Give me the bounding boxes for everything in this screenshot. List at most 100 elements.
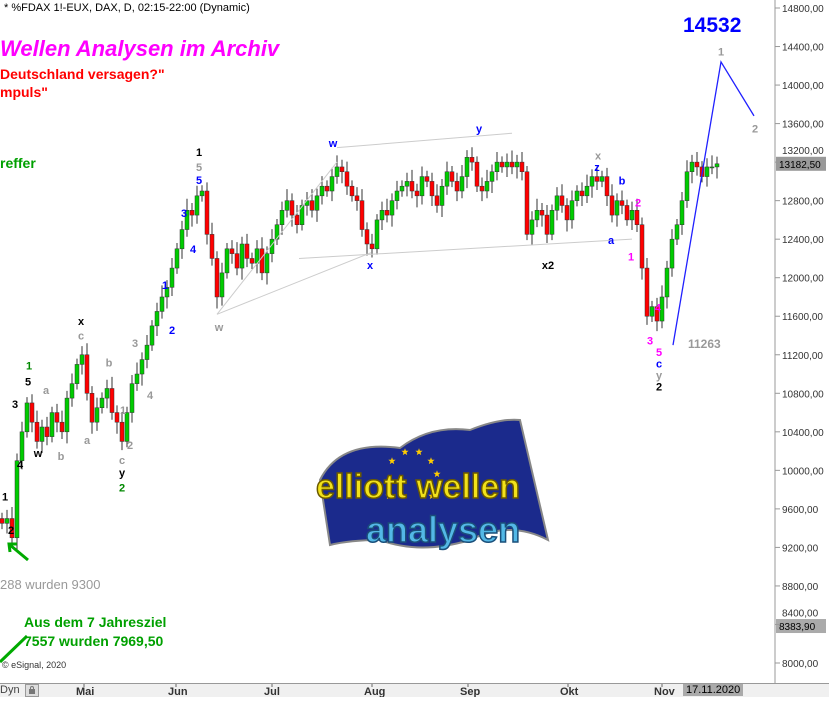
candle (119, 421, 125, 442)
candle (624, 205, 630, 221)
candle (369, 243, 375, 250)
y-tick-label: 9600,00 (782, 505, 819, 516)
candle (514, 161, 520, 168)
star-icon (415, 448, 423, 456)
candle (599, 176, 605, 182)
candle (354, 195, 360, 201)
wave-label: 2 (656, 382, 662, 394)
candle (589, 176, 595, 187)
wave-label: 5 (656, 347, 662, 359)
y-tick-label: 14400,00 (782, 43, 824, 54)
candle (489, 171, 495, 182)
candle (454, 181, 460, 192)
time-axis: Mai Jun Jul Aug Sep Okt Nov (0, 683, 829, 698)
star-icon (385, 492, 393, 500)
candle (164, 287, 170, 298)
star-icon (428, 492, 436, 500)
wave-label: w (214, 322, 224, 334)
annotation-text: 7557 wurden 7969,50 (24, 633, 164, 649)
wave-label: 4 (190, 244, 197, 256)
wave-label: 2 (752, 123, 758, 135)
x-tick-label: Okt (560, 686, 579, 697)
candle (414, 190, 420, 197)
candle (504, 161, 510, 168)
candle (519, 161, 525, 172)
logo-line1: elliott wellen (316, 468, 520, 506)
candle (484, 181, 490, 192)
wave-label: a (608, 235, 615, 247)
candle (619, 200, 625, 206)
candle (209, 234, 215, 259)
wave-label: 1 (2, 491, 8, 503)
star-icons (385, 448, 441, 500)
wave-label: w (328, 138, 338, 150)
wave-label: 1 (718, 46, 724, 58)
wave-label: b (619, 175, 626, 187)
chart-title: * %FDAX 1!-EUX, DAX, D, 02:15-22:00 (Dyn… (4, 2, 250, 14)
candle (34, 421, 40, 442)
candle (224, 248, 230, 274)
wave-label: x (367, 260, 374, 272)
candle (664, 267, 670, 298)
candle (19, 431, 25, 461)
candle (439, 185, 445, 206)
candle (54, 412, 60, 423)
wave-label: 4 (147, 390, 154, 402)
candle (459, 176, 465, 192)
wave-label: 5 (196, 175, 202, 187)
candle (234, 253, 240, 269)
candle (654, 306, 660, 322)
candle (509, 161, 515, 168)
candle (9, 518, 15, 539)
wave-label: 2 (635, 198, 641, 210)
candle (79, 354, 85, 365)
candle (559, 195, 565, 206)
candle (594, 176, 600, 182)
trendline (216, 252, 372, 315)
candle (104, 388, 110, 399)
star-icon (433, 470, 441, 478)
candle (359, 200, 365, 230)
candle (639, 224, 645, 269)
candle (184, 210, 190, 230)
candle (124, 412, 130, 442)
annotation-text: mpuls" (0, 84, 48, 100)
candle (349, 185, 355, 197)
y-tick-label: 10800,00 (782, 389, 824, 400)
candle (74, 364, 80, 384)
x-tick-label: Jun (168, 686, 188, 697)
wave-label: y (476, 123, 483, 135)
candle (64, 397, 70, 433)
candle (379, 210, 385, 221)
candle (229, 248, 235, 254)
candle (244, 243, 250, 259)
candle (704, 166, 710, 177)
wave-label: c (656, 359, 662, 371)
wave-label: 3 (12, 399, 18, 411)
trendline (216, 161, 338, 315)
candle (529, 219, 535, 235)
candle (239, 243, 245, 269)
candle (264, 253, 270, 274)
wave-label: 1 (196, 147, 202, 159)
candle (694, 161, 700, 168)
wave-label: a (43, 385, 50, 397)
wave-label: x (78, 316, 85, 328)
candle (49, 412, 55, 437)
x-tick-label: Mai (76, 686, 94, 697)
y-tick-label: 10000,00 (782, 466, 824, 477)
annotation-text: Aus dem 7 Jahresziel (24, 614, 167, 630)
candle (299, 205, 305, 225)
candle (394, 190, 400, 201)
y-tick-label: 11200,00 (782, 351, 823, 362)
wave-label: a (84, 435, 91, 447)
candle (284, 200, 290, 211)
candle (139, 359, 145, 375)
y-tick-label: 8800,00 (782, 582, 819, 593)
y-tick-label: 8400,00 (782, 608, 819, 619)
candle (219, 272, 225, 298)
trendline (336, 132, 513, 149)
candle (344, 171, 350, 187)
lock-button[interactable] (25, 684, 39, 697)
